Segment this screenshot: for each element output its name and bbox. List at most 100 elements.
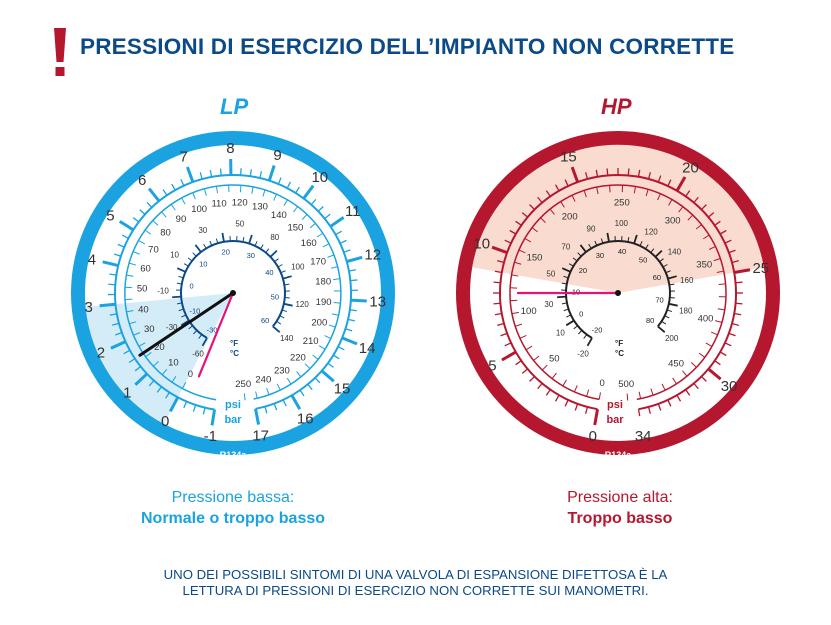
hp-psi-tick [718,283,726,285]
lp-needle-black [138,291,235,357]
lp-temp-tick [260,244,264,250]
lp-psi-tick [129,262,137,266]
lp-caption-line1: Pressione bassa: [171,489,295,506]
lp-temp-tick [192,252,197,257]
lp-psi-tick [239,185,242,193]
lp-psi-tick [283,199,288,207]
lp-temp-f-label: 120 [295,300,309,309]
lp-range-zone [85,293,233,424]
lp-unit-f: °F [230,339,238,348]
hp-psi-scale-arc [509,184,727,401]
lp-psi-tick [251,186,254,194]
hp-bar-tick [685,389,691,396]
hp-psi-label: 450 [668,359,684,370]
hp-bar-tick [707,367,722,381]
lp-temp-f-label: 10 [170,251,179,260]
hp-temp-tick [645,244,649,250]
lp-temp-tick [198,334,203,339]
lp-bar-label: 11 [345,203,361,220]
lp-bar-label: 13 [369,294,386,311]
lp-psi-tick [309,222,316,229]
lp-psi-tick [266,388,270,395]
lp-psi-tick [286,377,292,385]
hp-temp-tick [561,302,568,305]
hp-psi-tick [695,224,702,230]
hp-caption: Pressione alta: Troppo basso [500,487,740,529]
lp-psi-label: 100 [191,204,207,215]
hp-bar-tick [647,406,651,414]
hp-temp-f-label: 90 [587,224,596,233]
lp-bar-tick [109,273,117,276]
lp-psi-tick [215,186,219,194]
lp-temp-tick [254,241,258,247]
hp-psi-tick [609,185,611,193]
hp-psi-tick [661,383,666,391]
hp-psi-tick [514,261,522,265]
hp-psi-tick [525,345,533,351]
hp-temp-tick [668,302,678,307]
footer-note: UNO DEI POSSIBILI SINTOMI DI UNA VALVOLA… [100,567,731,599]
hp-bar-tick [593,408,599,426]
hp-gauge-label: HP [601,94,632,119]
hp-psi-tick [511,311,519,315]
hp-bar-tick [675,176,687,192]
lp-temp-tick [282,275,292,280]
lp-bar-tick [327,362,334,368]
hp-temp-c-label: 60 [653,273,661,282]
lp-bar-tick [345,328,353,332]
lp-psi-label: 30 [144,324,155,335]
lp-gauge-label: LP [220,94,249,119]
hp-bar-label: 5 [488,358,496,375]
lp-temp-c-label: 30 [247,251,255,260]
lp-psi-tick [293,206,299,213]
hp-bar-tick [585,406,589,414]
hp-psi-tick [551,372,557,379]
hp-psi-tick [713,258,721,262]
lp-bar-tick [156,386,162,393]
lp-bar-tick [286,181,291,189]
hp-psi-tick [511,274,519,277]
hp-bar-tick [494,270,502,274]
hp-temp-tick [578,330,583,335]
lp-bar-label: 0 [161,413,169,430]
lp-bar-tick [165,392,170,399]
hp-psi-tick [626,393,629,401]
lp-bar-tick [114,253,122,257]
lp-unit-bar: bar [224,414,242,426]
lp-temp-tick [280,270,286,274]
hp-bar-tick [735,302,743,305]
lp-bar-tick [186,166,195,183]
hp-bar-tick [574,403,579,411]
lp-bar-label: 9 [273,147,281,164]
lp-psi-tick [322,243,330,248]
lp-bar-tick [202,407,206,415]
hp-temp-tick [563,275,569,279]
lp-bar-tick [339,239,347,244]
exclamation-icon [54,28,66,76]
lp-psi-label: 80 [160,227,171,238]
lp-bar-label: 6 [138,172,146,189]
hp-psi-tick [596,187,599,195]
hp-temp-c-label: 70 [655,295,663,304]
hp-bar-tick [719,229,727,235]
hp-bar-tick [504,342,512,347]
lp-psi-label: 170 [310,256,326,267]
lp-temp-arc [179,239,286,339]
hp-temp-f-label: 100 [615,219,629,228]
lp-bar-tick [290,394,302,410]
hp-temp-tick [627,236,630,243]
lp-psi-label: 60 [140,263,151,274]
lp-bar-tick [139,209,146,215]
lp-bar-label: 8 [226,140,234,157]
lp-psi-label: 240 [255,374,271,385]
lp-temp-tick [276,320,282,325]
hp-bar-tick [500,332,508,337]
hp-bar-label: 0 [589,428,597,445]
hp-temp-f-label: -20 [577,350,589,359]
lp-bar-tick [282,399,287,407]
hp-bar-tick [731,260,739,264]
lp-psi-tick [152,220,159,226]
hp-bar-tick [564,399,569,407]
hp-bar-tick [497,322,505,326]
lp-temp-tick [274,258,279,263]
